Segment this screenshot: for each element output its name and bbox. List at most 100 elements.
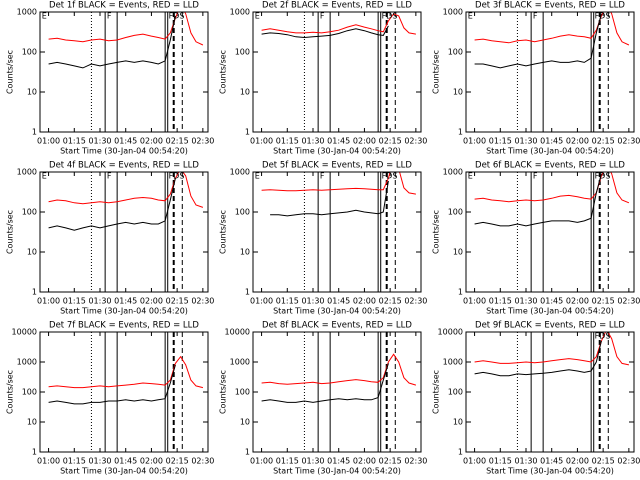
- y-tick-label: 100: [22, 208, 37, 217]
- x-tick-label: 01:00: [463, 137, 486, 146]
- x-tick-label: 01:45: [114, 137, 137, 146]
- annotation: FDS: [382, 12, 398, 21]
- y-tick-label: 10: [27, 88, 37, 97]
- y-tick-label: 1: [458, 448, 463, 457]
- x-axis-label: Start Time (30-Jan-04 00:54:20): [486, 307, 614, 316]
- y-tick-label: 10000: [12, 328, 37, 337]
- x-axis-label: Start Time (30-Jan-04 00:54:20): [60, 307, 188, 316]
- annotation: F: [107, 12, 112, 21]
- x-tick-label: 02:00: [353, 137, 376, 146]
- plot-frame: [39, 171, 209, 293]
- series-line: [48, 15, 176, 69]
- panel: Det 3f BLACK = Events, RED = LLD Start Ti…: [432, 1, 640, 156]
- annotation: FDS: [595, 172, 611, 181]
- x-tick-label: 02:00: [353, 457, 376, 466]
- series-line: [474, 173, 602, 227]
- x-tick-label: 01:15: [489, 137, 512, 146]
- y-tick-label: 10: [240, 418, 250, 427]
- y-tick-label: 1: [245, 448, 250, 457]
- chart-title: Det 9f BLACK = Events, RED = LLD: [475, 321, 625, 331]
- x-tick-label: 02:15: [592, 297, 615, 306]
- x-tick-label: 02:00: [566, 457, 589, 466]
- plot-frame: [465, 171, 635, 293]
- y-tick-label: 100: [448, 48, 463, 57]
- x-axis-label: Start Time (30-Jan-04 00:54:20): [273, 147, 401, 156]
- x-tick-label: 02:00: [140, 297, 163, 306]
- y-tick-label: 10: [27, 248, 37, 257]
- annotation: E: [255, 12, 260, 21]
- y-axis-label: Counts/sec: [6, 370, 15, 414]
- annotation: F: [320, 172, 325, 181]
- x-tick-label: 01:15: [276, 457, 299, 466]
- annotation: F: [320, 12, 325, 21]
- y-axis-label: Counts/sec: [219, 50, 228, 94]
- plot-frame: [465, 331, 635, 453]
- annotation: E: [468, 12, 473, 21]
- x-tick-label: 02:00: [353, 297, 376, 306]
- x-tick-label: 02:30: [191, 137, 214, 146]
- x-tick-label: 01:45: [327, 297, 350, 306]
- y-tick-label: 1: [32, 288, 37, 297]
- panel: Det 4f BLACK = Events, RED = LLD Start Ti…: [6, 161, 215, 316]
- annotation: E: [42, 172, 47, 181]
- chart-title: Det 4f BLACK = Events, RED = LLD: [49, 161, 199, 171]
- plot-area: [48, 172, 204, 292]
- x-axis-label: Start Time (30-Jan-04 00:54:20): [273, 467, 401, 476]
- panel: Det 5f BLACK = Events, RED = LLD Start Ti…: [219, 161, 428, 316]
- x-tick-label: 02:30: [404, 457, 427, 466]
- x-tick-label: 02:00: [566, 297, 589, 306]
- annotation: E: [255, 172, 260, 181]
- x-tick-label: 02:15: [166, 297, 189, 306]
- x-tick-label: 01:00: [250, 137, 273, 146]
- y-tick-label: 10: [453, 88, 463, 97]
- plot-area: [261, 12, 416, 132]
- y-tick-label: 100: [22, 388, 37, 397]
- chart-title: Det 8f BLACK = Events, RED = LLD: [262, 321, 412, 331]
- x-tick-label: 02:30: [191, 297, 214, 306]
- x-tick-label: 02:30: [617, 457, 640, 466]
- x-tick-label: 01:00: [250, 457, 273, 466]
- chart-title: Det 3f BLACK = Events, RED = LLD: [475, 1, 625, 11]
- x-tick-label: 01:30: [88, 137, 111, 146]
- panel: Det 6f BLACK = Events, RED = LLD Start Ti…: [432, 161, 640, 316]
- y-axis-label: Counts/sec: [6, 50, 15, 94]
- x-tick-label: 02:30: [404, 297, 427, 306]
- x-axis-label: Start Time (30-Jan-04 00:54:20): [60, 147, 188, 156]
- x-tick-label: 02:30: [191, 457, 214, 466]
- x-axis-label: Start Time (30-Jan-04 00:54:20): [60, 467, 188, 476]
- chart-title: Det 7f BLACK = Events, RED = LLD: [49, 321, 199, 331]
- annotation: E: [42, 12, 47, 21]
- x-tick-label: 02:15: [166, 137, 189, 146]
- plot-area: [474, 172, 630, 292]
- x-tick-label: 02:15: [592, 137, 615, 146]
- y-axis-label: Counts/sec: [219, 370, 228, 414]
- x-tick-label: 01:30: [514, 137, 537, 146]
- annotation: E: [468, 172, 473, 181]
- series-line: [474, 332, 630, 366]
- x-tick-label: 01:00: [37, 137, 60, 146]
- y-axis-label: Counts/sec: [432, 370, 441, 414]
- annotation: FDS: [595, 332, 611, 341]
- annotation: FDS: [595, 12, 611, 21]
- chart-title: Det 2f BLACK = Events, RED = LLD: [262, 1, 412, 11]
- plot-frame: [252, 11, 422, 133]
- x-axis-label: Start Time (30-Jan-04 00:54:20): [273, 307, 401, 316]
- y-tick-label: 10: [453, 248, 463, 257]
- y-tick-label: 100: [235, 48, 250, 57]
- x-tick-label: 01:30: [514, 297, 537, 306]
- y-tick-label: 1000: [230, 358, 250, 367]
- panel: Det 7f BLACK = Events, RED = LLD Start Ti…: [6, 321, 215, 476]
- chart-title: Det 5f BLACK = Events, RED = LLD: [262, 161, 412, 171]
- y-tick-label: 1000: [17, 8, 37, 17]
- annotation: F: [533, 12, 538, 21]
- y-tick-label: 10: [27, 418, 37, 427]
- series-line: [474, 12, 630, 46]
- y-tick-label: 1: [32, 448, 37, 457]
- plot-area: [48, 332, 204, 452]
- series-line: [261, 353, 417, 386]
- annotation: FDS: [169, 172, 185, 181]
- x-tick-label: 01:15: [489, 297, 512, 306]
- x-tick-label: 01:45: [540, 297, 563, 306]
- y-tick-label: 1: [245, 288, 250, 297]
